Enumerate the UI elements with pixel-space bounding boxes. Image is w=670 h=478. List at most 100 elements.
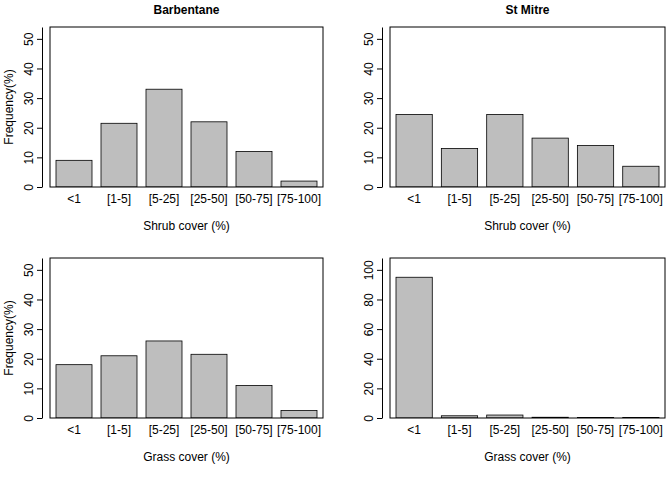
tick-label: 40 — [22, 62, 36, 76]
tick-mark — [377, 388, 382, 389]
bar — [281, 411, 317, 418]
category-label: [75-100] — [619, 423, 663, 437]
category-label: <1 — [407, 423, 421, 437]
panel: 020406080100<1[1-5][5-25][25-50][50-75][… — [362, 258, 665, 464]
tick-label: 80 — [362, 293, 376, 307]
bar — [146, 341, 182, 418]
bar — [623, 166, 659, 187]
tick-label: 30 — [22, 92, 36, 106]
tick-label: 0 — [362, 184, 376, 191]
plot-frame — [390, 258, 665, 418]
tick-mark — [37, 388, 42, 389]
tick: 0 — [22, 415, 42, 422]
bars — [56, 89, 317, 187]
category-label: [25-50] — [190, 423, 227, 437]
tick-label: 30 — [22, 323, 36, 337]
tick-label: 10 — [362, 151, 376, 165]
tick-mark — [377, 187, 382, 188]
plot-frame — [50, 27, 323, 187]
tick: 100 — [362, 260, 382, 280]
bar — [101, 356, 137, 418]
tick-mark — [37, 270, 42, 271]
tick-label: 50 — [22, 263, 36, 277]
category-label: [75-100] — [277, 423, 321, 437]
tick: 10 — [22, 151, 42, 165]
tick: 30 — [362, 92, 382, 106]
tick-mark — [377, 270, 382, 271]
tick-label: 50 — [362, 32, 376, 46]
category-label: [1-5] — [447, 192, 471, 206]
tick-mark — [377, 128, 382, 129]
tick-mark — [37, 299, 42, 300]
x-axis: <1[1-5][5-25][25-50][50-75][75-100] — [407, 192, 663, 206]
category-label: [25-50] — [190, 192, 227, 206]
bar — [101, 123, 137, 187]
plot-frame — [50, 258, 323, 418]
tick-mark — [377, 39, 382, 40]
tick-mark — [377, 359, 382, 360]
tick: 30 — [22, 92, 42, 106]
tick-label: 20 — [22, 121, 36, 135]
tick-label: 40 — [22, 293, 36, 307]
category-label: [5-25] — [489, 423, 520, 437]
category-label: [1-5] — [107, 192, 131, 206]
category-label: [5-25] — [149, 423, 180, 437]
tick-label: 10 — [22, 382, 36, 396]
tick-mark — [37, 98, 42, 99]
category-label: [75-100] — [619, 192, 663, 206]
bar — [236, 385, 272, 418]
tick: 30 — [22, 323, 42, 337]
x-axis-title: Shrub cover (%) — [143, 219, 230, 233]
tick-label: 0 — [22, 415, 36, 422]
tick-mark — [37, 68, 42, 69]
category-label: [75-100] — [277, 192, 321, 206]
category-label: <1 — [407, 192, 421, 206]
tick-mark — [37, 39, 42, 40]
tick-mark — [377, 299, 382, 300]
bar — [532, 138, 568, 187]
bar — [191, 354, 227, 418]
x-axis: <1[1-5][5-25][25-50][50-75][75-100] — [67, 192, 321, 206]
bar — [191, 122, 227, 187]
tick-mark — [377, 157, 382, 158]
bar — [236, 151, 272, 187]
axis-line — [382, 28, 383, 188]
tick-label: 50 — [22, 32, 36, 46]
tick-label: 20 — [362, 382, 376, 396]
tick-label: 20 — [22, 352, 36, 366]
tick: 0 — [362, 415, 382, 422]
tick-mark — [377, 329, 382, 330]
tick: 0 — [362, 184, 382, 191]
tick: 10 — [22, 382, 42, 396]
bar — [441, 148, 477, 187]
bar — [396, 114, 432, 187]
bars — [396, 277, 659, 418]
bar — [396, 277, 432, 418]
y-axis: 01020304050 — [22, 28, 43, 191]
tick-mark — [37, 329, 42, 330]
tick: 20 — [362, 382, 382, 396]
y-axis: 020406080100 — [362, 259, 383, 422]
category-label: [50-75] — [235, 423, 272, 437]
plot-frame — [390, 27, 665, 187]
tick-label: 30 — [362, 92, 376, 106]
tick: 20 — [22, 121, 42, 135]
y-axis: 0 10 20 30 40 50 — [22, 259, 43, 422]
tick-label: 10 — [22, 151, 36, 165]
tick-label: 100 — [362, 260, 376, 280]
tick-mark — [377, 98, 382, 99]
tick: 20 — [22, 352, 42, 366]
category-label: [5-25] — [149, 192, 180, 206]
tick: 60 — [362, 323, 382, 337]
tick-mark — [37, 187, 42, 188]
tick: 20 — [362, 121, 382, 135]
tick-mark — [37, 128, 42, 129]
category-label: [1-5] — [107, 423, 131, 437]
y-axis-title: Frequency(%) — [2, 69, 16, 144]
panel: 01020304050<1[1-5][5-25][25-50][50-75][7… — [2, 258, 323, 464]
bars — [396, 114, 659, 187]
category-label: [25-50] — [531, 192, 568, 206]
bar — [577, 146, 613, 187]
tick: 40 — [362, 62, 382, 76]
tick-mark — [377, 418, 382, 419]
